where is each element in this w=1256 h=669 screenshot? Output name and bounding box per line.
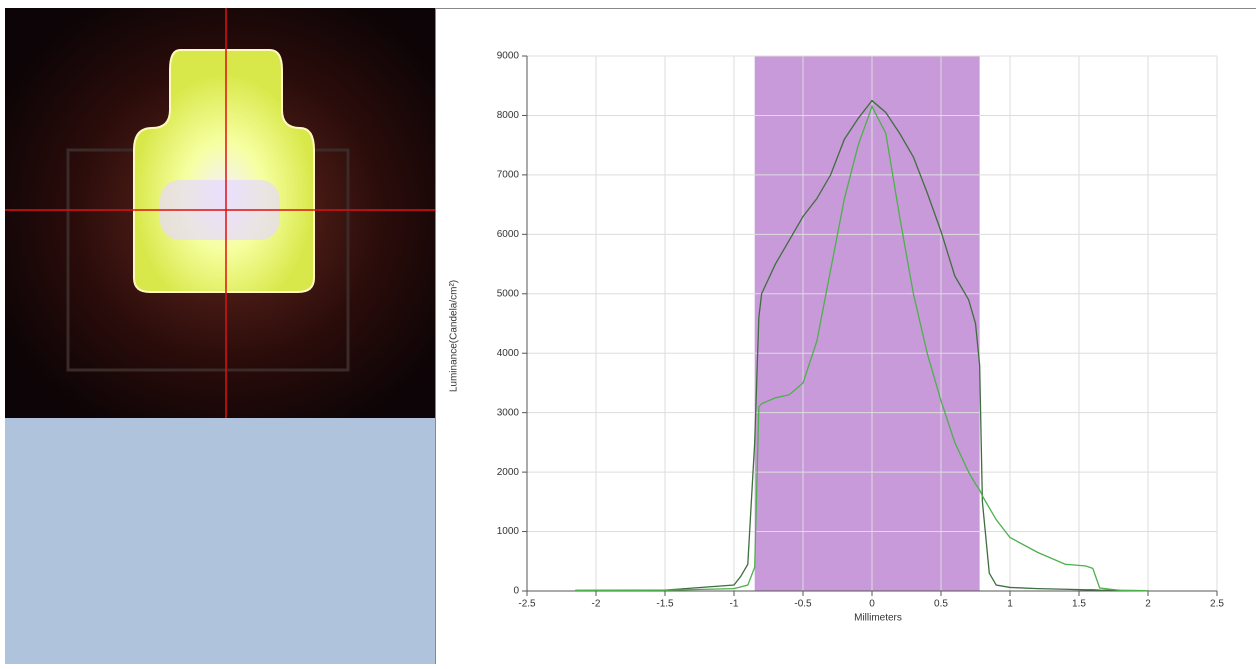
highlight-band [754, 56, 980, 591]
y-axis-label: Luminance(Candela/cm²) [449, 280, 460, 392]
x-tick-label: -1 [730, 599, 739, 610]
empty-panel [5, 418, 435, 664]
y-tick-label: 5000 [497, 288, 520, 299]
x-tick-label: 2.5 [1210, 599, 1224, 610]
y-tick-label: 9000 [497, 51, 520, 62]
x-axis-label: Millimeters [854, 613, 902, 624]
x-tick-label: 0 [869, 599, 875, 610]
y-tick-label: 2000 [497, 467, 520, 478]
x-tick-label: 1.5 [1072, 599, 1086, 610]
x-tick-label: 2 [1145, 599, 1151, 610]
x-tick-label: -2.5 [518, 599, 536, 610]
y-tick-label: 8000 [497, 110, 520, 121]
y-tick-label: 7000 [497, 170, 520, 181]
camera-image [5, 8, 435, 418]
y-tick-label: 3000 [497, 407, 520, 418]
data-line [575, 104, 1149, 592]
x-tick-label: -0.5 [794, 599, 812, 610]
y-tick-label: 1000 [497, 526, 520, 537]
x-tick-label: 0.5 [934, 599, 948, 610]
y-tick-label: 4000 [497, 348, 520, 359]
x-tick-label: -1.5 [656, 599, 674, 610]
data-line [575, 99, 1149, 592]
x-tick-label: -2 [592, 599, 601, 610]
x-tick-label: 1 [1007, 599, 1013, 610]
y-tick-label: 6000 [497, 229, 520, 240]
y-tick-label: 0 [513, 586, 519, 597]
